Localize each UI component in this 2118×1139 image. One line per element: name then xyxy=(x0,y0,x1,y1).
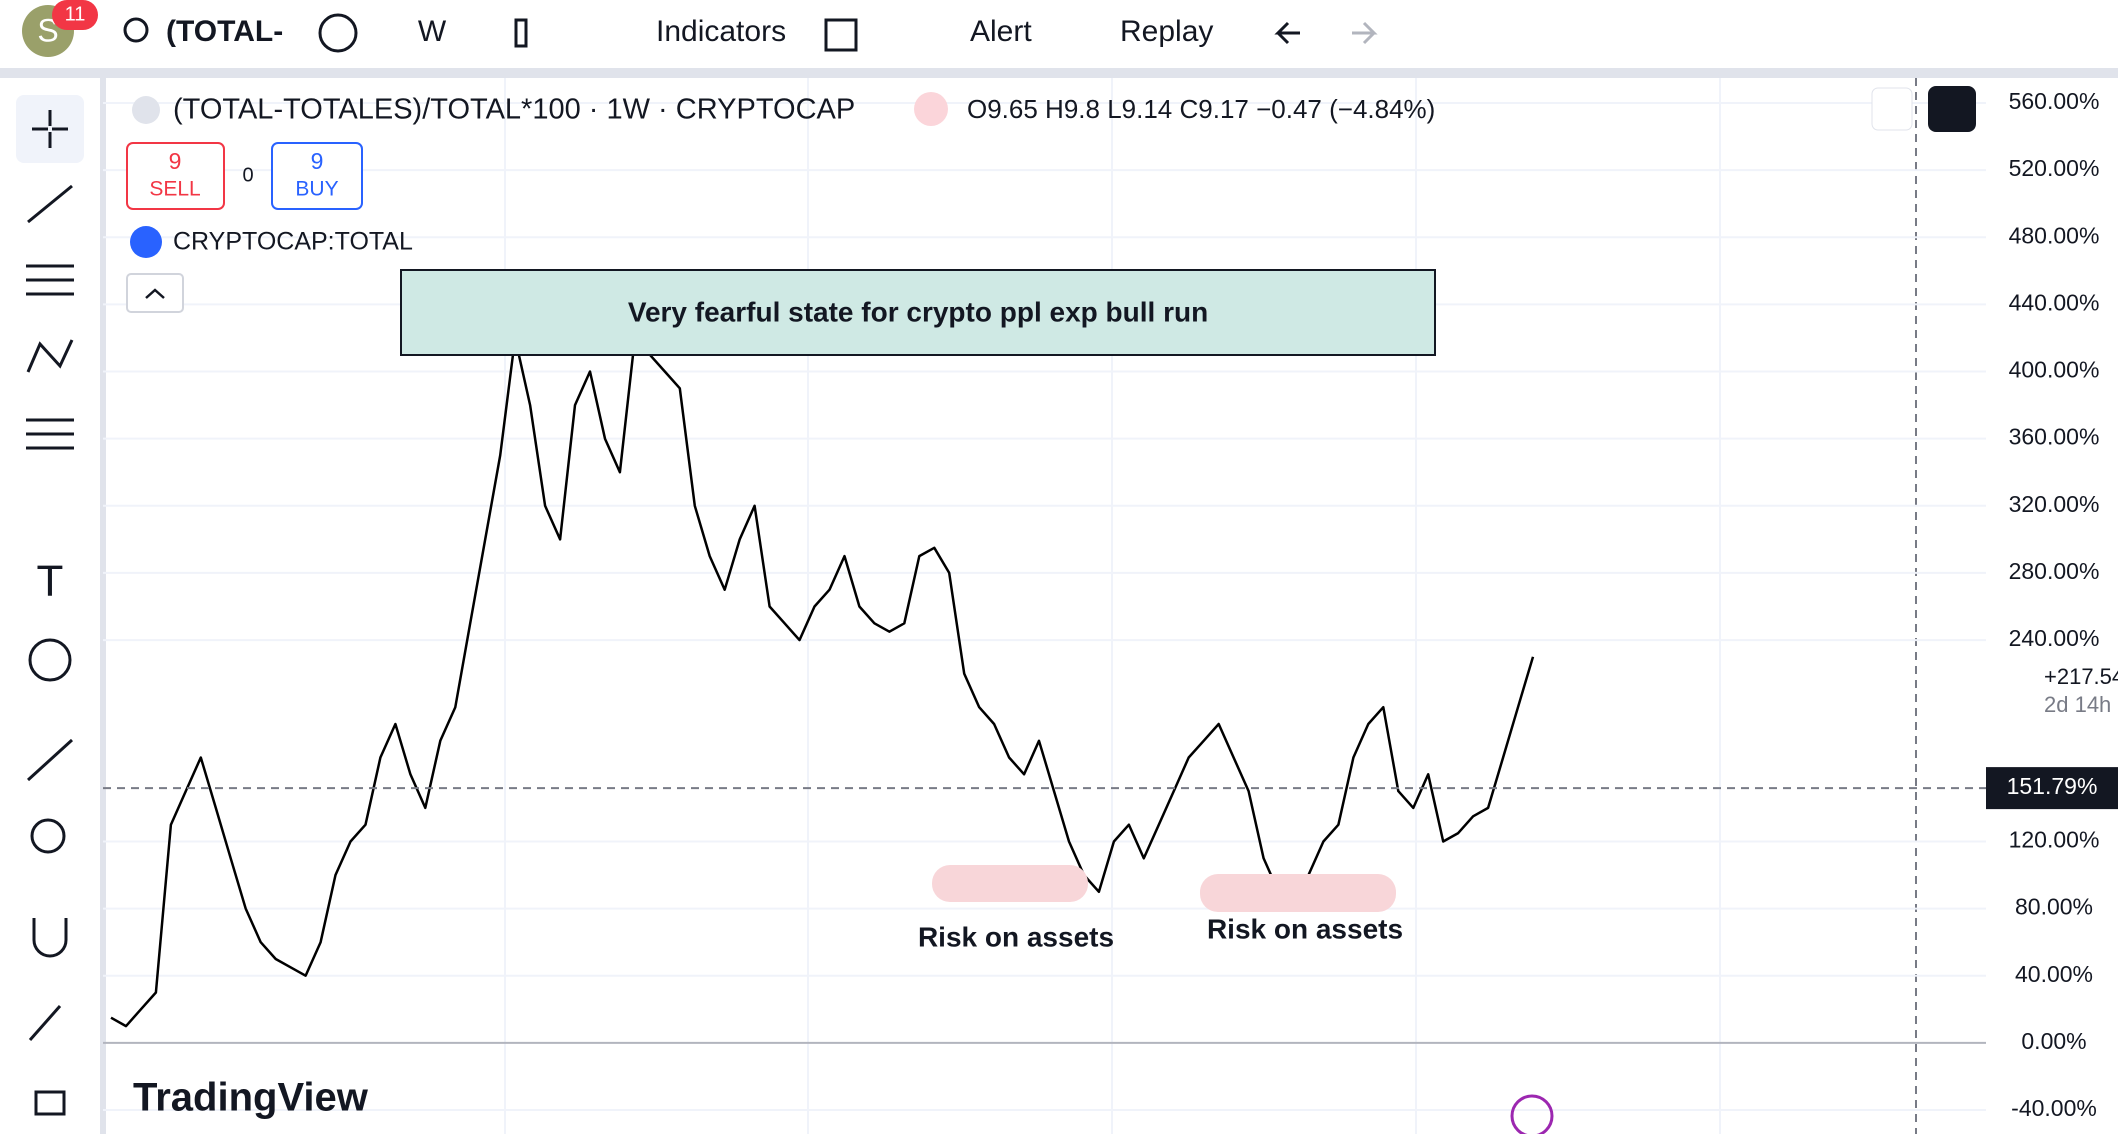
undo[interactable] xyxy=(1274,21,1300,45)
left-toolbar xyxy=(0,78,103,1134)
buy-count: 9 xyxy=(311,148,324,174)
ohlc: O9.65 H9.8 L9.14 C9.17 −0.47 (−4.84%) xyxy=(967,94,1435,124)
top-toolbar xyxy=(0,0,2118,68)
magnet-tool[interactable] xyxy=(32,918,68,958)
lock-drawing-tool[interactable] xyxy=(28,1005,62,1041)
screenshot-button[interactable] xyxy=(1928,86,1976,132)
chart-type[interactable] xyxy=(514,18,528,48)
toolbar-divider xyxy=(0,68,2118,78)
zone-label: Risk on assets xyxy=(1207,913,1403,944)
y-tick-label: 120.00% xyxy=(2009,827,2100,853)
collapse-button[interactable] xyxy=(126,273,184,313)
redo[interactable] xyxy=(1352,21,1378,45)
zone-highlight[interactable] xyxy=(1200,874,1396,912)
market-status xyxy=(914,92,948,126)
badge-count: 11 xyxy=(65,3,86,25)
sell-button[interactable] xyxy=(126,142,225,210)
price-axis xyxy=(1986,78,2118,1134)
y-tick-label: 480.00% xyxy=(2009,222,2100,248)
plot-area xyxy=(103,78,2118,1134)
last-price-label: 151.79% xyxy=(2007,773,2098,799)
sell-count: 9 xyxy=(169,148,182,174)
zone-label: Risk on assets xyxy=(918,921,1114,952)
y-tick-label: 80.00% xyxy=(2015,894,2093,920)
zoom-tool[interactable] xyxy=(30,818,66,854)
last-price-tag xyxy=(1986,767,2118,810)
collapse-icon xyxy=(145,288,165,299)
avatar-letter: S xyxy=(37,12,58,48)
layouts[interactable] xyxy=(824,18,858,52)
y-tick-label: 520.00% xyxy=(2009,155,2100,181)
badge xyxy=(52,0,98,30)
y-tick-label: 400.00% xyxy=(2009,357,2100,383)
symbol-logo xyxy=(132,96,160,124)
y-tick-label: 560.00% xyxy=(2009,88,2100,114)
pattern-tool[interactable] xyxy=(26,339,74,373)
add-symbol[interactable] xyxy=(318,13,358,53)
y-tick-label: 440.00% xyxy=(2009,289,2100,315)
change-label: +217.54% xyxy=(2044,664,2118,689)
indicators[interactable]: Indicators xyxy=(656,15,786,48)
zone-highlight[interactable] xyxy=(932,865,1088,902)
compare-logo xyxy=(130,226,162,258)
emoji-tool[interactable] xyxy=(28,638,72,682)
y-tick-label: 320.00% xyxy=(2009,491,2100,517)
symbol-title: (TOTAL-TOTALES)/TOTAL*100 · 1W · CRYPTOC… xyxy=(173,94,855,126)
watermark: TradingView xyxy=(133,1076,369,1120)
forecast-tool[interactable] xyxy=(26,418,74,450)
fib-tool[interactable] xyxy=(26,264,74,296)
y-tick-label: 280.00% xyxy=(2009,558,2100,584)
y-tick-label: 360.00% xyxy=(2009,424,2100,450)
annotation-box[interactable] xyxy=(400,269,1436,356)
sell-label: SELL xyxy=(149,178,200,201)
y-tick-label: 40.00% xyxy=(2015,961,2093,987)
compare-symbol: CRYPTOCAP:TOTAL xyxy=(173,228,413,256)
symbol-search[interactable]: (TOTAL- xyxy=(166,15,283,48)
trendline-tool[interactable] xyxy=(27,184,73,224)
crosshair-icon xyxy=(32,110,68,148)
y-tick-label: 240.00% xyxy=(2009,625,2100,651)
whats-new[interactable] xyxy=(1510,1094,1554,1138)
countdown: 2d 14h xyxy=(2044,692,2111,717)
y-tick-label: 0.00% xyxy=(2021,1028,2086,1054)
annotation-text: Very fearful state for crypto ppl exp bu… xyxy=(628,296,1208,327)
search-icon[interactable] xyxy=(123,17,149,43)
y-tick-label: -40.00% xyxy=(2011,1095,2097,1121)
spread: 0 xyxy=(242,164,253,186)
interval[interactable]: W xyxy=(418,15,447,48)
alert[interactable]: Alert xyxy=(970,15,1032,48)
text-tool[interactable]: T xyxy=(37,557,64,606)
crosshair-tool[interactable] xyxy=(16,95,84,163)
replay[interactable]: Replay xyxy=(1120,15,1213,48)
lock-tool[interactable] xyxy=(34,1090,66,1116)
scroll-button[interactable] xyxy=(1871,87,1913,131)
buy-label: BUY xyxy=(295,178,338,201)
ruler-tool[interactable] xyxy=(26,738,74,782)
buy-button[interactable] xyxy=(271,142,363,210)
